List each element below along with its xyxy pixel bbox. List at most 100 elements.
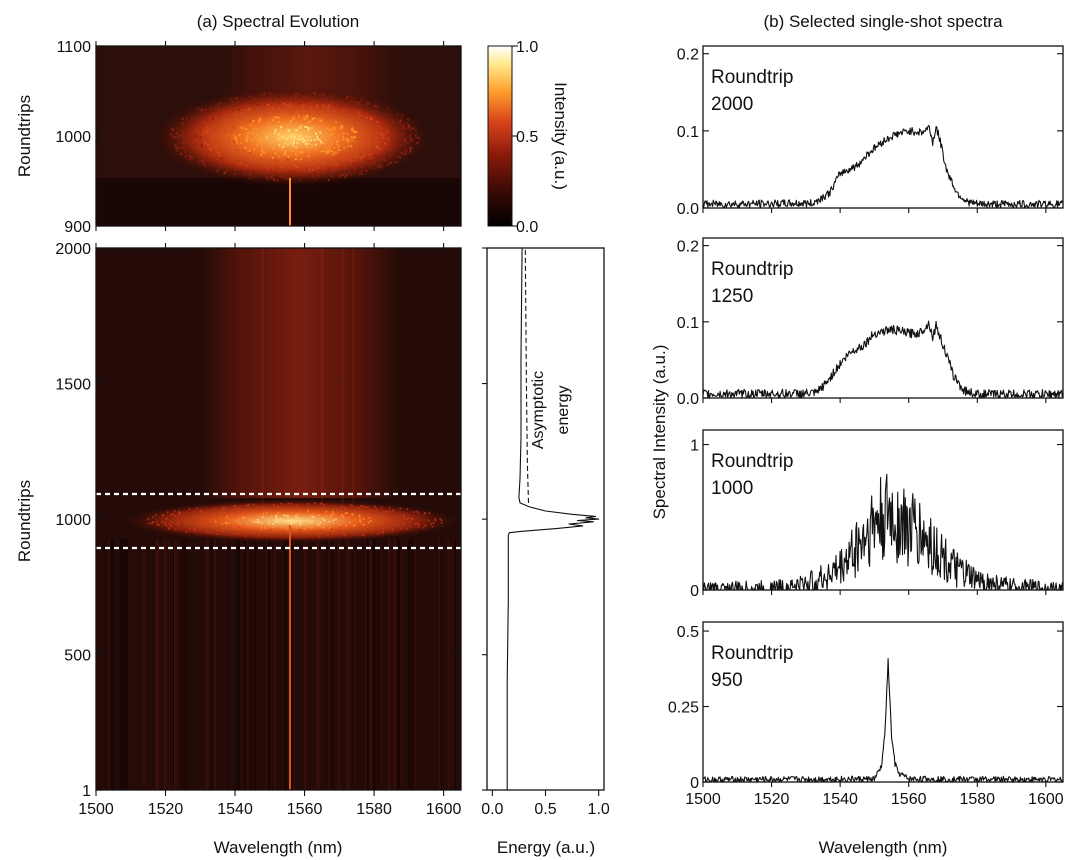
heatmap-speckle	[321, 110, 324, 113]
heatmap-speckle	[349, 158, 352, 161]
heatmap-speckle	[248, 101, 251, 104]
heatmap-speckle	[337, 154, 340, 157]
heatmap-speckle	[367, 506, 369, 508]
heatmap-speckle	[229, 98, 232, 101]
heatmap-speckle	[235, 520, 238, 523]
heatmap-speckle	[416, 510, 418, 513]
heatmap-speckle	[241, 528, 244, 531]
heatmap-speckle	[182, 130, 185, 133]
heatmap-speckle	[206, 531, 209, 533]
heatmap-speckle	[174, 510, 176, 512]
heatmap-speckle	[416, 522, 419, 525]
heatmap-speckle	[392, 142, 395, 145]
heatmap-speckle	[236, 141, 239, 144]
spectrum-annotation-label: Roundtrip	[711, 451, 793, 472]
heatmap-speckle	[174, 514, 176, 517]
heatmap-speckle	[322, 527, 324, 529]
heatmap-speckle	[244, 158, 247, 161]
heatmap-speckle	[332, 533, 335, 535]
heatmap-speckle	[226, 516, 228, 518]
heatmap-speckle	[319, 119, 322, 122]
heatmap-speckle	[395, 130, 398, 132]
heatmap-speckle	[200, 108, 203, 111]
heatmap-speckle	[265, 97, 268, 100]
heatmap-speckle	[348, 158, 351, 161]
heatmap-speckle	[325, 169, 328, 172]
spectrum-line	[702, 124, 1063, 209]
heatmap-speckle	[261, 516, 264, 518]
heatmap-speckle	[334, 157, 336, 160]
spectrum-frame	[702, 621, 1064, 783]
heatmap-speckle	[414, 523, 417, 525]
heatmap-speckle	[243, 508, 246, 511]
heatmap-speckle	[302, 105, 305, 108]
heatmap-speckle	[350, 136, 353, 139]
heatmap-speckle	[246, 137, 249, 140]
heatmap-speckle	[204, 141, 207, 144]
heatmap-speckle	[181, 123, 184, 126]
heatmap-speckle	[311, 109, 314, 112]
heatmap-speckle	[311, 174, 314, 177]
energy-asymptote-line	[524, 247, 530, 503]
heatmap-speckle	[266, 176, 269, 179]
heatmap-speckle	[199, 152, 202, 155]
heatmap-speckle	[365, 104, 368, 107]
spectrum-ytick-label: 0.2	[677, 239, 699, 256]
heatmap-speckle	[151, 522, 153, 524]
heatmap-speckle	[289, 520, 291, 523]
heatmap-speckle	[368, 517, 371, 519]
heatmap-speckle	[280, 175, 283, 178]
heatmap-speckle	[295, 515, 297, 518]
heatmap-speckle	[188, 123, 191, 126]
heatmap-speckle	[298, 126, 301, 129]
heatmap-speckle	[273, 178, 275, 181]
heatmap-speckle	[364, 152, 367, 155]
heatmap-speckle	[181, 146, 184, 149]
heatmap-speckle	[287, 159, 290, 162]
heatmap-speckle	[208, 127, 211, 130]
heatmap-speckle	[373, 155, 376, 158]
heatmap-speckle	[414, 133, 417, 136]
heatmap-speckle	[319, 521, 322, 524]
heatmap-speckle	[310, 532, 313, 534]
heatmap-speckle	[317, 531, 320, 534]
heatmap-speckle	[288, 170, 291, 173]
heatmap-speckle	[431, 525, 434, 528]
heatmap-speckle	[204, 109, 207, 112]
spectrum-xtick-label: 1560	[891, 791, 927, 808]
heatmap-speckle	[304, 109, 307, 112]
heatmap-speckle	[236, 101, 239, 104]
heatmap-speckle	[264, 174, 267, 177]
heatmap-speckle	[317, 112, 320, 115]
heatmap-speckle	[223, 506, 225, 509]
heatmap-speckle	[263, 113, 266, 116]
heatmap-speckle	[249, 517, 252, 520]
heatmap-speckle	[300, 151, 303, 154]
heatmap-speckle	[309, 147, 312, 150]
heatmap-speckle	[327, 151, 330, 154]
heatmap-speckle	[341, 173, 344, 176]
heatmap-speckle	[240, 97, 243, 100]
heatmap-speckle	[351, 139, 353, 142]
heatmap-speckle	[199, 131, 202, 134]
heatmap-speckle	[284, 507, 287, 509]
heatmap-speckle	[235, 138, 238, 141]
heatmap-speckle	[434, 518, 436, 520]
heatmap-speckle	[277, 120, 280, 123]
heatmap-speckle	[309, 136, 311, 138]
heatmap-speckle	[357, 101, 360, 104]
heatmap-speckle	[394, 132, 397, 135]
heatmap-speckle	[200, 115, 203, 118]
heatmap-speckle	[198, 121, 201, 124]
heatmap-speckle	[318, 101, 321, 104]
heatmap-speckle	[290, 529, 293, 531]
heatmap-speckle	[286, 125, 289, 128]
heatmap-speckle	[317, 523, 320, 526]
heatmap-speckle	[319, 159, 322, 162]
heatmap-speckle	[318, 535, 320, 538]
heatmap-speckle	[313, 112, 316, 115]
heatmap-speckle	[310, 106, 313, 109]
heatmap-speckle	[334, 127, 337, 130]
heatmap-speckle	[164, 524, 167, 527]
heatmap-speckle	[251, 175, 254, 178]
